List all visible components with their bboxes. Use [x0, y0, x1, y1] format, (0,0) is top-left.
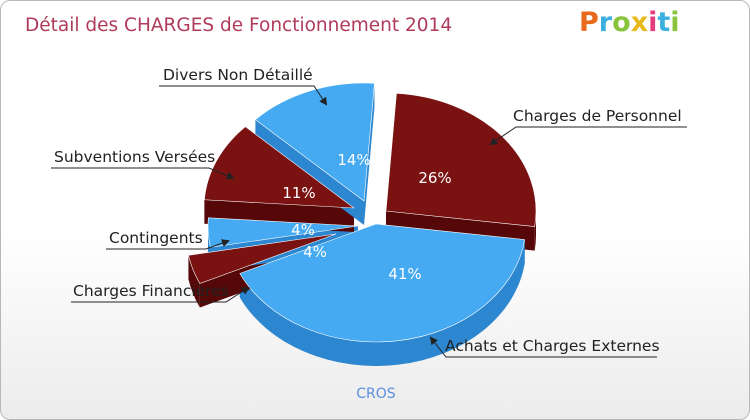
- pie-slice-label: Charges de Personnel: [513, 107, 682, 125]
- pie-slice-side: [239, 239, 525, 366]
- leader-line: [51, 167, 235, 180]
- chart-subtitle: CROS: [356, 386, 396, 402]
- pie-slice-percent: 11%: [282, 184, 315, 202]
- pie-slice: [188, 233, 337, 284]
- leader-line: [106, 239, 230, 250]
- chart-title: Détail des CHARGES de Fonctionnement 201…: [25, 15, 453, 36]
- pie-slice: [204, 126, 355, 209]
- pie-slice: [239, 223, 526, 343]
- pie-slice-label: Contingents: [109, 229, 203, 247]
- pie-slice-percent: 4%: [303, 243, 327, 261]
- leader-line: [159, 85, 328, 106]
- pie-slice: [254, 82, 375, 202]
- pie-slice-wall: [364, 83, 375, 225]
- pie-slice-label: Divers Non Détaillé: [163, 66, 313, 84]
- logo-letter: r: [598, 7, 613, 38]
- logo-letter: x: [630, 7, 649, 38]
- proxiti-logo: Proxiti: [579, 7, 680, 38]
- pie-slice-label: Achats et Charges Externes: [445, 337, 660, 355]
- pie-slice-percent: 4%: [291, 221, 315, 239]
- leader-line: [71, 286, 250, 303]
- pie-slice-percent: 26%: [418, 169, 451, 187]
- pie-slice-label: Subventions Versées: [54, 148, 215, 166]
- pie-slice-percent: 14%: [337, 151, 370, 169]
- pie-slice-percent: 41%: [388, 265, 421, 283]
- leader-line: [489, 126, 687, 146]
- logo-letter: t: [657, 7, 671, 38]
- logo-letter: o: [612, 7, 631, 38]
- leader-line: [429, 336, 657, 358]
- pie-slice-label: Charges Financières: [73, 282, 229, 300]
- logo-letter: i: [648, 7, 658, 38]
- logo-letter: i: [670, 7, 680, 38]
- logo-letter: P: [579, 7, 599, 38]
